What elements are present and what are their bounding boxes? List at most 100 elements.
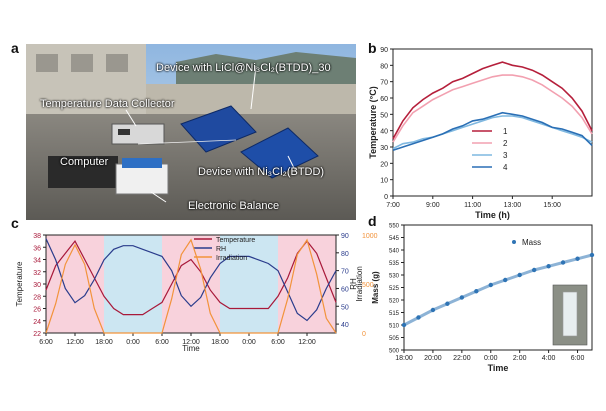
y-tick-label: 36 (33, 245, 41, 252)
photo-illustration (26, 44, 356, 220)
y-tick-label: 20 (380, 161, 388, 168)
x-tick-label: 6:00 (155, 339, 169, 346)
legend-label-1: 1 (503, 127, 508, 136)
y-axis-label: Temperature (15, 261, 24, 306)
y-tick-label: 22 (33, 331, 41, 338)
y-tick-label: 26 (33, 307, 41, 314)
y-tick-label: 545 (389, 236, 400, 242)
pointer-line (150, 191, 167, 203)
x-tick-label: 18:00 (211, 339, 229, 346)
y-axis-label: Temperature (°C) (368, 86, 378, 158)
label-balance: Electronic Balance (188, 200, 280, 212)
legend-label-temperature: Temperature (216, 237, 255, 244)
x-tick-label: 18:00 (395, 355, 413, 362)
y-tick-label: 500 (389, 349, 400, 355)
y3-tick-label: 0 (362, 331, 366, 338)
label-temp-collector: Temperature Data Collector (40, 98, 175, 110)
panel-label-c: c (11, 215, 19, 231)
legend-label-3: 3 (503, 151, 508, 160)
x-tick-label: 9:00 (426, 202, 440, 209)
band-night (104, 235, 162, 333)
x-tick-label: 22:00 (453, 355, 471, 362)
y-tick-label: 30 (380, 145, 388, 152)
x-tick-label: 12:00 (66, 339, 84, 346)
y-tick-label: 550 (389, 224, 400, 230)
y-tick-label: 535 (389, 261, 400, 267)
x-tick-label: 20:00 (424, 355, 442, 362)
y2-tick-label: 70 (341, 269, 349, 276)
y-tick-label: 50 (380, 112, 388, 119)
panel-label-a: a (11, 40, 19, 56)
y-tick-label: 38 (33, 233, 41, 240)
x-tick-label: 18:00 (95, 339, 113, 346)
legend-label-rh: RH (216, 246, 226, 253)
x-tick-label: 0:00 (484, 355, 498, 362)
y-tick-label: 34 (33, 258, 41, 265)
pointer-line (250, 65, 257, 110)
x-tick-label: 2:00 (513, 355, 527, 362)
y-tick-label: 24 (33, 319, 41, 326)
band-day (278, 235, 336, 333)
x-tick-label: 15:00 (543, 202, 561, 209)
legend-label-mass: Mass (522, 238, 541, 247)
x-tick-label: 6:00 (571, 355, 585, 362)
y-tick-label: 520 (389, 299, 400, 305)
y2-tick-label: 40 (341, 322, 349, 329)
y-tick-label: 540 (389, 249, 400, 255)
y2-tick-label: 80 (341, 251, 349, 258)
series-line-1 (392, 61, 593, 140)
x-tick-label: 6:00 (39, 339, 53, 346)
x-tick-label: 13:00 (504, 202, 522, 209)
x-tick-label: 6:00 (271, 339, 285, 346)
series-line-4 (392, 111, 593, 152)
x-tick-label: 12:00 (298, 339, 316, 346)
y-tick-label: 80 (380, 63, 388, 70)
y-tick-label: 0 (384, 194, 388, 201)
label-device-licl: Device with LiCl@Ni₃Cl₂(BTDD)_30 (156, 62, 331, 74)
series-line-2 (392, 74, 593, 143)
y-tick-label: 525 (389, 286, 400, 292)
y-tick-label: 510 (389, 324, 400, 330)
legend-label-4: 4 (503, 163, 508, 172)
x-tick-label: 11:00 (464, 202, 481, 209)
y2-tick-label: 90 (341, 233, 349, 240)
y2-tick-label: 50 (341, 304, 349, 311)
pointer-line (287, 155, 297, 173)
plot-frame (392, 48, 593, 197)
band-day (162, 235, 220, 333)
computer (48, 156, 118, 188)
band-night (220, 235, 278, 333)
x-tick-label: 4:00 (542, 355, 556, 362)
y-tick-label: 90 (380, 47, 388, 54)
y3-tick-label: 1000 (362, 233, 378, 240)
panel-label-b: b (368, 40, 377, 56)
x-tick-label: 7:00 (386, 202, 400, 209)
series-band-mass (403, 253, 593, 327)
y3-axis-label: Irradiation (355, 266, 364, 302)
label-device-ni: Device with Ni₃Cl₂(BTDD) (198, 166, 325, 178)
y-tick-label: 530 (389, 274, 400, 280)
y-tick-label: 32 (33, 270, 41, 277)
y2-axis-label: RH (349, 278, 358, 290)
y-tick-label: 60 (380, 96, 388, 103)
x-tick-label: 12:00 (182, 339, 200, 346)
y-tick-label: 505 (389, 336, 400, 342)
x-axis-label: Time (182, 344, 200, 353)
y-tick-label: 10 (380, 178, 388, 185)
series-line-temperature (45, 240, 337, 316)
x-tick-label: 0:00 (126, 339, 140, 346)
y2-tick-label: 60 (341, 286, 349, 293)
electronic-balance (115, 163, 169, 195)
y-tick-label: 70 (380, 80, 388, 87)
label-computer: Computer (60, 156, 109, 168)
panel-label-d: d (368, 213, 377, 229)
pointer-line (125, 109, 137, 127)
inset-vial (562, 291, 578, 337)
series-line-irradiation (45, 238, 337, 334)
x-axis-label: Time (h) (475, 210, 510, 220)
y-tick-label: 40 (380, 129, 388, 136)
y-tick-label: 28 (33, 294, 41, 301)
legend-marker-mass (512, 240, 516, 244)
y-tick-label: 30 (33, 282, 41, 289)
